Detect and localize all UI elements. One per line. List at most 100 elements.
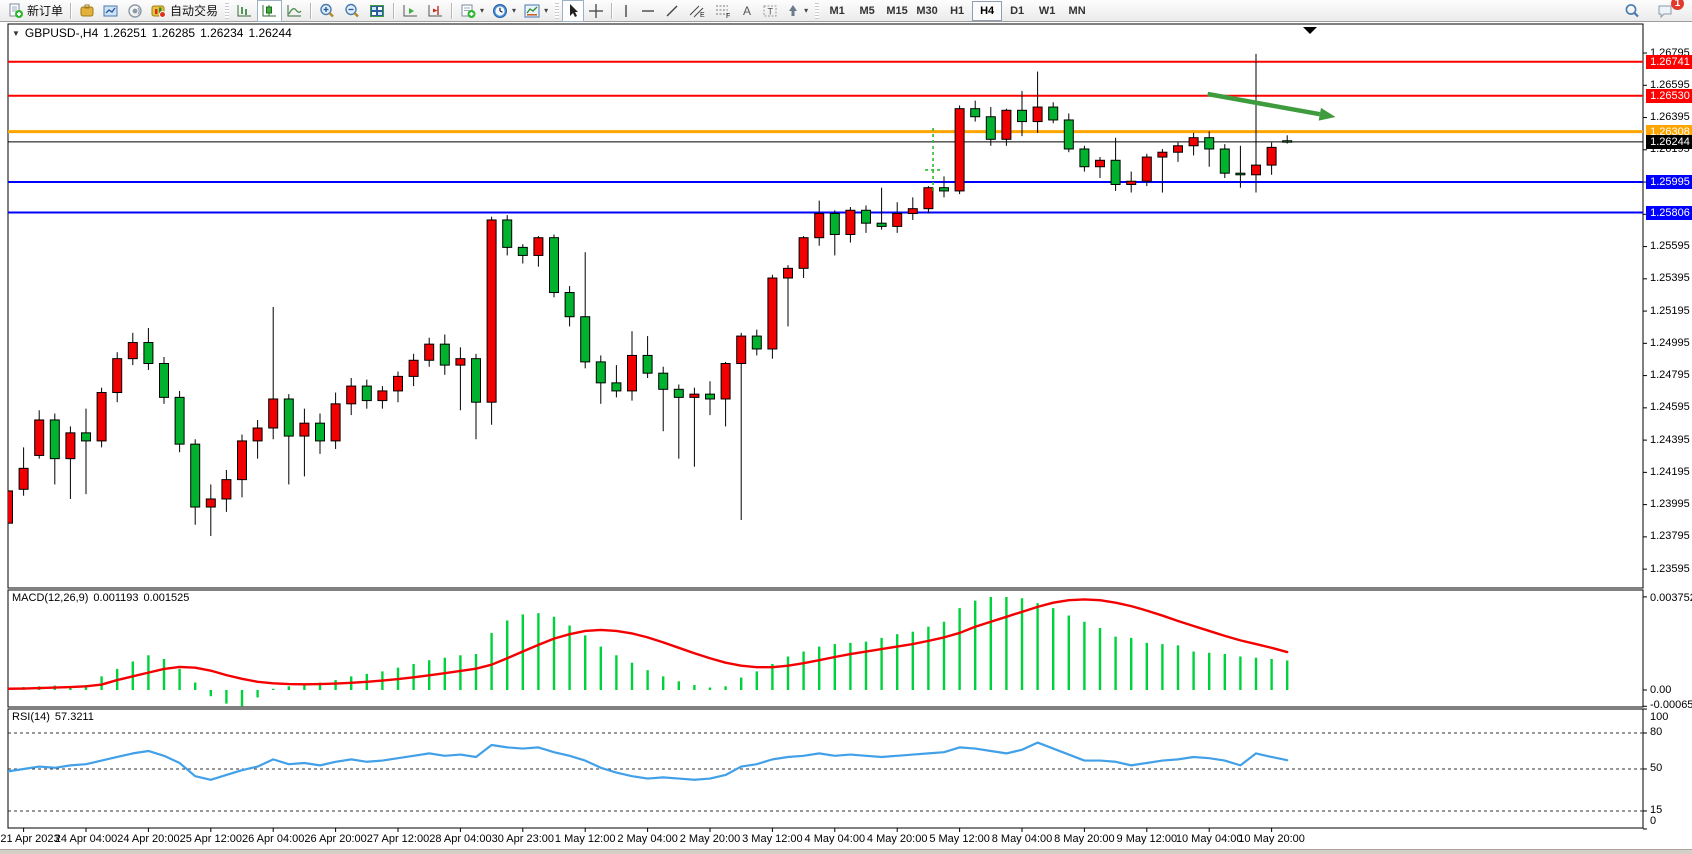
candle-1 [18, 447, 29, 496]
signals-button[interactable] [123, 0, 147, 22]
main-pane-frame [7, 23, 1644, 589]
rsi-scale-label: 0 [1650, 815, 1657, 827]
time-axis-label: 10 May 04:00 [1175, 833, 1243, 845]
candle-8 [127, 332, 138, 366]
candle-10 [159, 357, 169, 404]
text-tool-button[interactable]: A [736, 0, 758, 22]
bar-close-value: 1.26244 [248, 26, 292, 40]
toolbox-button[interactable] [75, 0, 99, 22]
candle-36 [564, 286, 575, 327]
timeframe-M1[interactable]: M1 [829, 4, 845, 17]
trend-arrow-line [1207, 91, 1321, 117]
horizontal-line-tool-button[interactable] [636, 0, 660, 22]
candle-52 [814, 200, 825, 246]
fibonacci-tool-button[interactable]: F [710, 0, 736, 22]
price-level-badge: 1.25806 [1646, 205, 1692, 220]
clock-icon [493, 3, 508, 18]
price-tick-label: 1.23795 [1650, 530, 1690, 543]
zoom-out-button[interactable] [340, 0, 365, 22]
market-watch-icon [103, 5, 118, 16]
timeframe-M30[interactable]: M30 [916, 4, 938, 17]
tile-windows-icon [370, 4, 385, 17]
macd-name: MACD(12,26,9) [12, 592, 89, 604]
toolbox-icon [80, 4, 94, 16]
timeframe-W1[interactable]: W1 [1038, 4, 1056, 17]
zoom-in-button[interactable] [315, 0, 340, 22]
new-chart-button[interactable]: ▾ [456, 0, 488, 22]
candle-7 [112, 352, 123, 403]
candle-0 [8, 484, 13, 530]
bar-open-value: 1.26251 [103, 26, 147, 40]
new-order-icon [9, 3, 23, 18]
candle-62 [970, 100, 981, 122]
macd-pane-frame [7, 589, 1644, 708]
periods-button[interactable]: ▾ [488, 0, 520, 22]
auto-trading-button[interactable]: 自动交易 [147, 0, 222, 22]
symbol-title: GBPUSD-,H4 [24, 26, 99, 40]
collapse-panel-icon[interactable]: ▼ [12, 28, 20, 38]
candle-77 [1204, 131, 1215, 167]
line-chart-icon [287, 4, 302, 16]
tile-windows-button[interactable] [365, 0, 390, 22]
window-bottom-edge [0, 849, 1692, 854]
candle-42 [658, 366, 669, 432]
text-label-tool-button[interactable]: T [758, 0, 782, 22]
rsi-pane [8, 732, 1643, 812]
candle-40 [627, 331, 637, 401]
line-chart-type-button[interactable] [282, 0, 307, 22]
candle-12 [190, 439, 201, 525]
new-order-button[interactable]: 新订单 [4, 0, 67, 22]
bar-chart-type-button[interactable] [232, 0, 257, 22]
candle-60 [939, 176, 949, 198]
chart-shift-button[interactable] [423, 0, 448, 22]
candle-81 [1266, 142, 1277, 175]
candle-68 [1063, 113, 1074, 153]
timeframe-H4[interactable]: H4 [972, 0, 1003, 21]
search-button[interactable] [1620, 0, 1645, 22]
bar-chart-icon [237, 4, 252, 16]
candle-55 [861, 205, 871, 233]
time-axis-label: 1 May 12:00 [554, 833, 616, 845]
timeframe-D1[interactable]: D1 [1010, 4, 1025, 17]
macd-main-value: 0.001193 [93, 592, 139, 604]
price-tick-label: 1.24795 [1650, 369, 1690, 382]
candle-30 [471, 353, 481, 440]
time-axis-label: 21 Apr 2023 [0, 833, 60, 845]
equidistant-channel-tool-button[interactable]: E [684, 0, 710, 22]
auto-trading-label: 自动交易 [170, 4, 219, 18]
price-tick-label: 1.24995 [1650, 336, 1690, 349]
notifications-button[interactable]: 1 [1653, 0, 1684, 22]
candle-63 [985, 107, 996, 146]
macd-scale-label: 0.003752 [1650, 592, 1692, 604]
rsi-name: RSI(14) [12, 711, 50, 723]
candle-24 [377, 386, 388, 409]
candle-22 [346, 378, 357, 416]
timeframe-MN[interactable]: MN [1068, 4, 1086, 17]
bar-high-value: 1.26285 [151, 26, 196, 40]
candle-9 [143, 328, 154, 370]
candle-21 [330, 392, 341, 449]
svg-text:T: T [768, 6, 774, 16]
price-tick-label: 1.25595 [1650, 240, 1690, 253]
timeframe-H1[interactable]: H1 [950, 4, 965, 17]
cursor-tool-button[interactable] [562, 0, 585, 22]
vertical-line-tool-button[interactable] [616, 0, 636, 22]
candlestick-chart-type-button[interactable] [257, 0, 283, 22]
time-axis-label: 27 Apr 12:00 [366, 833, 430, 845]
market-watch-button[interactable] [99, 0, 123, 22]
price-tick-label: 1.24195 [1650, 465, 1690, 478]
candle-38 [595, 355, 606, 404]
trendline-tool-button[interactable] [660, 0, 684, 22]
crosshair-tool-button[interactable] [584, 0, 608, 22]
timeframe-M5[interactable]: M5 [859, 4, 875, 17]
separator [451, 2, 454, 19]
auto-scroll-button[interactable] [398, 0, 423, 22]
toolbar: 新订单 自动交易 [0, 0, 1692, 22]
timeframe-M15[interactable]: M15 [886, 4, 908, 17]
candle-72 [1126, 171, 1137, 193]
templates-button[interactable]: ▾ [520, 0, 552, 22]
macd-signal-line [8, 598, 1289, 690]
arrow-objects-button[interactable]: ▾ [782, 0, 812, 22]
dropdown-arrow-icon: ▾ [480, 6, 485, 15]
